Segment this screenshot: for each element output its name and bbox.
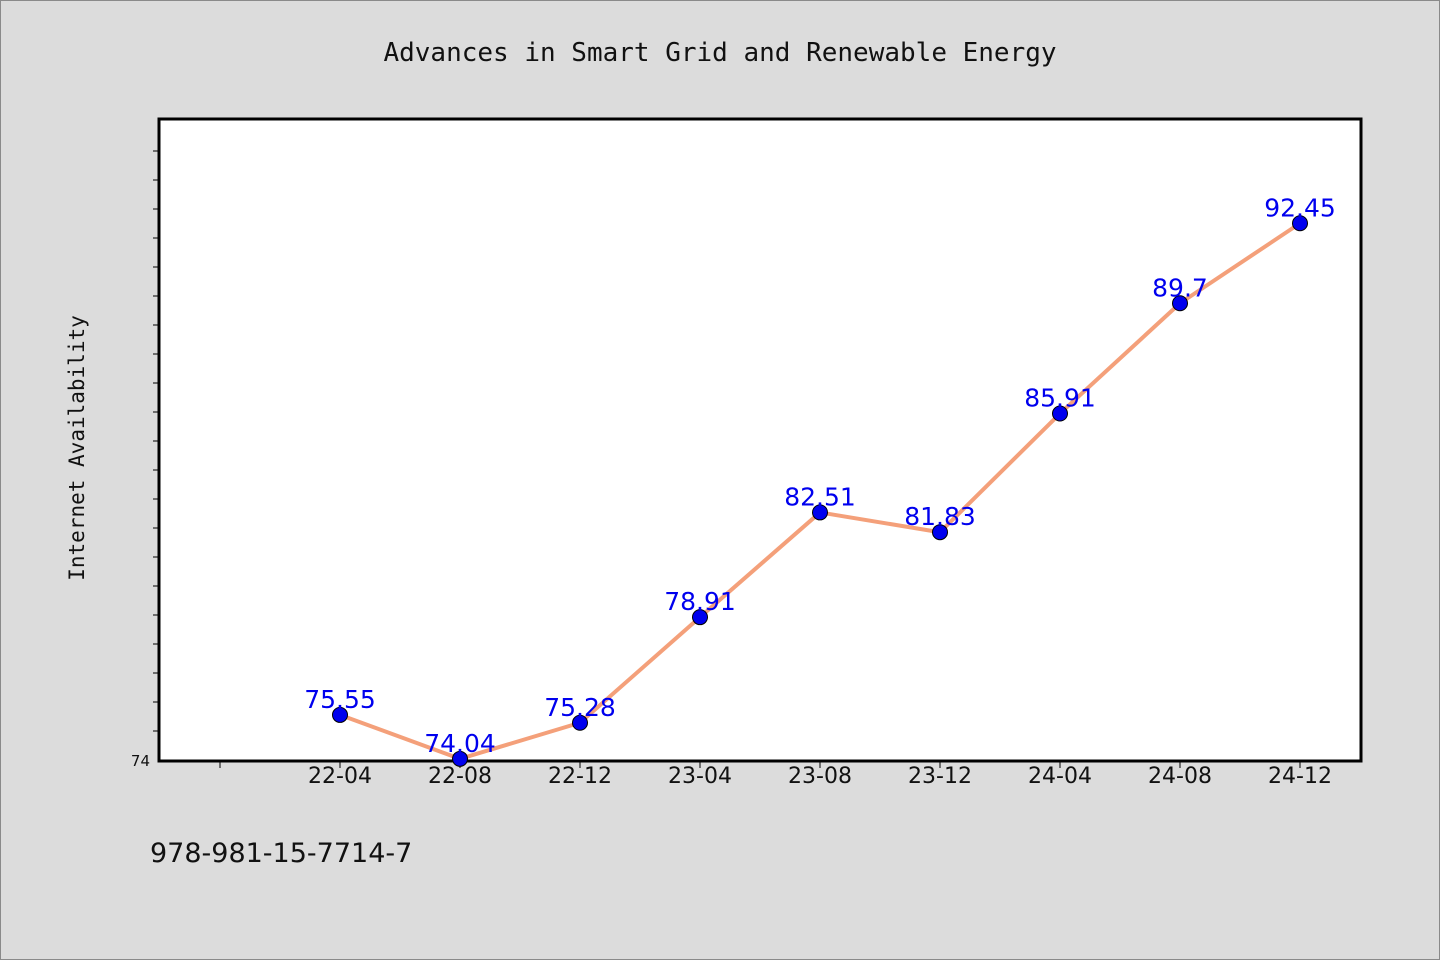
x-tick-label: 23-12: [908, 764, 972, 789]
x-tick-label: 24-12: [1268, 764, 1332, 789]
data-label: 78.91: [664, 587, 736, 616]
y-tick-label: 74: [131, 752, 150, 770]
data-point: [1292, 215, 1308, 232]
x-tick-label: 24-04: [1028, 764, 1092, 789]
data-label: 89.7: [1152, 273, 1208, 302]
data-label: 82.51: [784, 482, 856, 511]
data-label: 75.55: [304, 685, 376, 714]
x-tick-label: 23-08: [788, 764, 852, 789]
x-tick-label: 22-12: [548, 764, 612, 789]
x-tick-label: 22-04: [308, 764, 372, 789]
data-label: 92.45: [1264, 193, 1336, 222]
x-tick-label: 22-08: [428, 764, 492, 789]
data-point: [452, 750, 468, 767]
data-label: 85.91: [1024, 384, 1096, 413]
data-point: [1052, 405, 1068, 422]
x-tick-label: 23-04: [668, 764, 732, 789]
x-tick-label: 24-08: [1148, 764, 1212, 789]
data-point: [692, 609, 708, 626]
data-point: [572, 714, 588, 731]
data-point: [932, 524, 948, 541]
data-label: 75.28: [544, 693, 616, 722]
x-axis-ticks: 22-04 22-08 22-12 23-04 23-08 23-12 24-04 24-08…: [219, 760, 1332, 789]
series-group: 75.55 74.04 75.28 78.91 82.51 81.83 85.91 89.7 9…: [304, 193, 1336, 767]
data-label: 74.04: [424, 729, 496, 758]
data-point: [1172, 295, 1188, 312]
plot-area: [157, 117, 1363, 763]
chart-title: Advances in Smart Grid and Renewable Ene…: [383, 38, 1056, 68]
data-point: [812, 504, 828, 521]
isbn-text: 978-981-15-7714-7: [150, 838, 412, 869]
y-axis-label: Internet Availability: [65, 315, 89, 581]
data-label: 81.83: [904, 502, 976, 531]
data-point: [332, 706, 348, 723]
y-axis-ticks: [153, 150, 160, 732]
